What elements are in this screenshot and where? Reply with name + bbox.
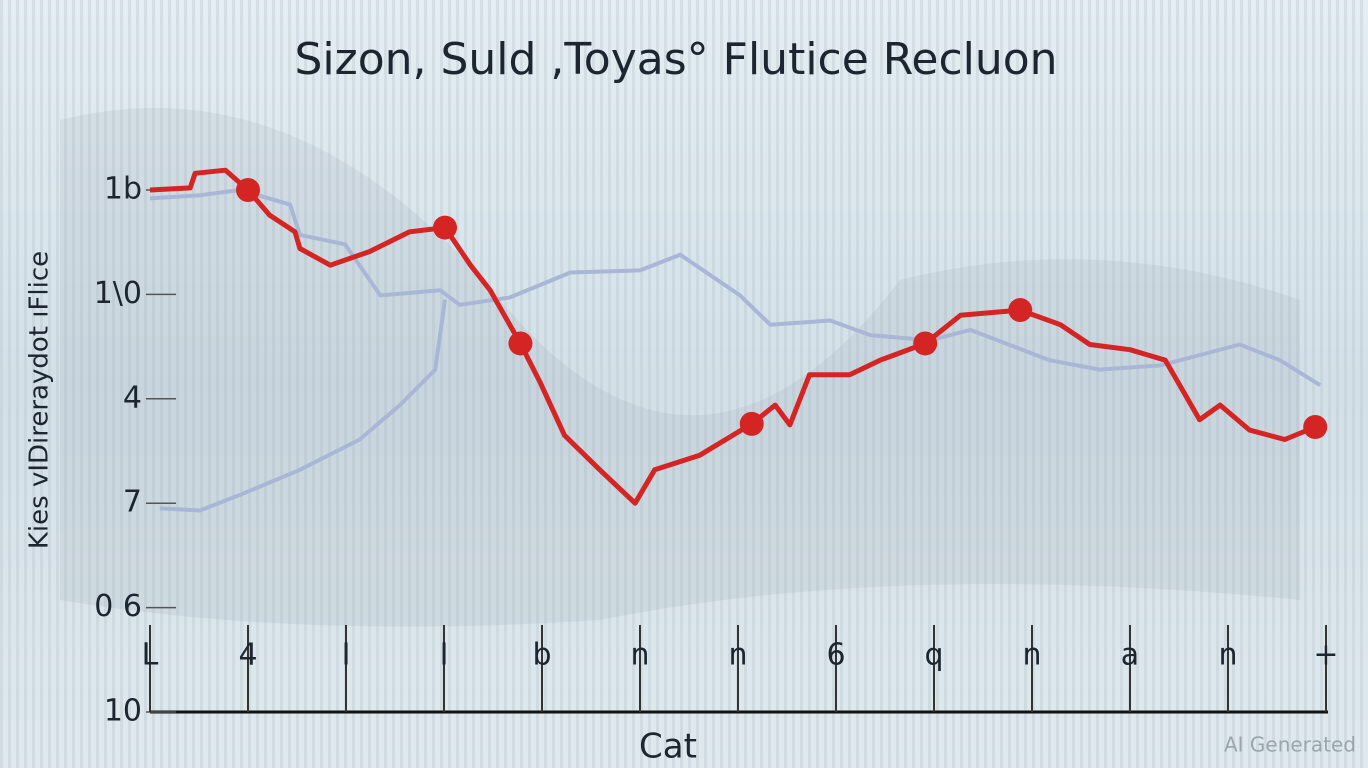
x-tick-label: b: [532, 638, 551, 673]
background-shape: [60, 108, 1300, 627]
series-line: [149, 188, 1322, 387]
x-tick-label: n: [1218, 638, 1237, 673]
x-tick-label: I: [440, 638, 449, 673]
y-tick-label: 1\0: [94, 276, 142, 311]
watermark: AI Generated: [1224, 733, 1356, 757]
x-axis-label: Cat: [639, 727, 697, 767]
x-tick-label: n: [1022, 638, 1041, 673]
marker: [1303, 414, 1328, 439]
y-tick-label: 7: [123, 485, 142, 520]
x-tick-label: +: [1313, 638, 1338, 673]
x-tick-label: 6: [826, 638, 845, 673]
chart-title: Sizon, Suld ,Toyas° Flutice Recluon: [294, 34, 1057, 85]
y-tick-label: 10: [104, 694, 142, 729]
x-tick-label: n: [728, 638, 747, 673]
x-tick-label: a: [1121, 638, 1139, 673]
y-tick-label: 0 6: [94, 589, 142, 624]
marker: [508, 331, 533, 356]
marker: [432, 215, 457, 240]
marker: [236, 178, 260, 202]
marker: [913, 331, 938, 356]
x-tick-label: n: [630, 638, 649, 673]
x-tick-label: L: [142, 638, 159, 673]
marker: [1008, 298, 1033, 323]
series-line: [149, 167, 1317, 506]
y-axis-label: Kies vIDireraydot ıFlice: [25, 251, 55, 549]
x-tick-label: q: [924, 638, 943, 673]
series-line: [159, 299, 447, 513]
x-tick-label: I: [342, 638, 351, 673]
x-tick-label: 4: [238, 638, 257, 673]
marker: [739, 411, 764, 436]
y-tick-label: 1b: [104, 172, 142, 207]
y-tick-label: 4: [123, 380, 142, 415]
